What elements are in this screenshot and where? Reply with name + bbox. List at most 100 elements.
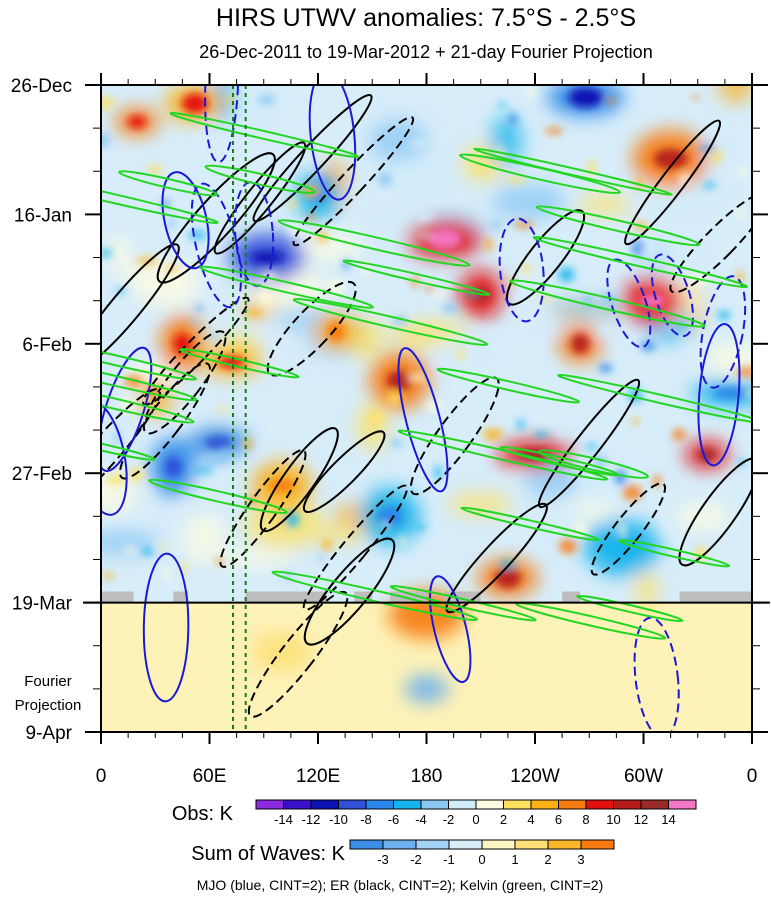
colorbar-swatch bbox=[365, 799, 394, 810]
colorbar-swatch bbox=[530, 799, 559, 810]
kelvin-contour bbox=[277, 219, 471, 267]
colorbar-tick-label: 14 bbox=[661, 812, 675, 827]
colorbar-tick-label: -14 bbox=[274, 812, 293, 827]
kelvin-contour bbox=[509, 279, 706, 328]
er-contour bbox=[537, 378, 641, 509]
y-tick-label: 9-Apr bbox=[26, 723, 73, 744]
field-speck bbox=[520, 273, 530, 278]
missing-data-band bbox=[390, 591, 427, 603]
colorbar-swatch bbox=[448, 839, 483, 850]
field-speck bbox=[431, 292, 448, 298]
er-contour bbox=[266, 280, 357, 377]
er-contour bbox=[259, 427, 339, 533]
field-speck bbox=[308, 213, 315, 221]
y-tick-label: 27-Feb bbox=[12, 464, 72, 485]
colorbar-tick-label: 8 bbox=[582, 812, 589, 827]
x-tick-label: 120E bbox=[296, 766, 340, 787]
field-speck bbox=[520, 264, 532, 274]
anomaly-core bbox=[568, 87, 603, 108]
er-contour bbox=[142, 330, 227, 435]
x-tick-label: 0 bbox=[96, 766, 107, 787]
field-speck bbox=[415, 210, 433, 221]
anomaly-core bbox=[377, 506, 404, 527]
er-contour bbox=[252, 93, 373, 223]
kelvin-contour bbox=[204, 164, 316, 194]
field-speck bbox=[203, 455, 223, 466]
colorbar-tick-label: -4 bbox=[415, 812, 427, 827]
colorbar-swatch bbox=[382, 839, 417, 850]
field-speck bbox=[321, 539, 332, 552]
field-speck bbox=[736, 208, 746, 219]
kelvin-contour bbox=[458, 153, 622, 195]
kelvin-contour bbox=[342, 259, 491, 296]
field-speck bbox=[544, 127, 564, 135]
field-blob bbox=[435, 338, 488, 357]
projection-label-line2: Projection bbox=[15, 697, 82, 714]
colorbar-swatch bbox=[448, 799, 477, 810]
er-contour bbox=[302, 430, 386, 514]
wave-colorbar-label: Sum of Waves: K bbox=[191, 843, 345, 865]
field-speck bbox=[484, 238, 493, 251]
field-speck bbox=[284, 511, 300, 528]
field-speck bbox=[417, 233, 434, 239]
mjo-contour bbox=[498, 217, 545, 323]
field-speck bbox=[622, 485, 642, 501]
colorbar-tick-label: -1 bbox=[443, 852, 455, 867]
field-speck bbox=[139, 547, 155, 556]
mjo-contour bbox=[633, 616, 680, 732]
field-speck bbox=[656, 215, 673, 224]
colorbar-swatch bbox=[310, 799, 339, 810]
field-speck bbox=[257, 94, 276, 106]
colorbar-swatch bbox=[255, 799, 284, 810]
missing-data-band bbox=[354, 591, 373, 603]
missing-data-band bbox=[562, 591, 581, 603]
y-tick-label: 16-Jan bbox=[14, 205, 72, 226]
field-speck bbox=[101, 133, 112, 148]
field-speck bbox=[618, 523, 627, 537]
kelvin-contour bbox=[271, 570, 478, 621]
colorbar-swatch bbox=[585, 799, 614, 810]
anomaly-core bbox=[250, 251, 285, 264]
anomaly-core bbox=[205, 436, 232, 449]
colorbar-swatch bbox=[349, 839, 384, 850]
chart-title: HIRS UTWV anomalies: 7.5°S - 2.5°S bbox=[216, 4, 636, 32]
x-tick-label: 60W bbox=[624, 766, 663, 787]
obs-colorbar: Obs: K -14 -12 -10 -8 -6 -4 -2 0 2 4 6 8 10 12 14 bbox=[172, 799, 697, 827]
kelvin-contour bbox=[557, 373, 752, 424]
er-contour bbox=[669, 191, 752, 294]
kelvin-contour bbox=[460, 506, 601, 542]
field-speck bbox=[157, 537, 168, 548]
colorbar-swatch bbox=[481, 839, 516, 850]
x-tick-label: 180 bbox=[411, 766, 443, 787]
field-speck bbox=[426, 285, 434, 293]
colorbar-swatch bbox=[338, 799, 367, 810]
colorbar-swatch bbox=[640, 799, 669, 810]
axes: 0 60E 120E 180 120W 60W 0 26-Dec 16-Jan 6-Feb 27-F… bbox=[11, 73, 768, 787]
colorbar-tick-label: 12 bbox=[634, 812, 648, 827]
contour-legend-caption: MJO (blue, CINT=2); ER (black, CINT=2); … bbox=[197, 877, 604, 893]
missing-data-band bbox=[679, 591, 752, 603]
colorbar-swatch bbox=[475, 799, 504, 810]
anomaly-core bbox=[327, 321, 346, 342]
field-speck bbox=[691, 95, 700, 100]
field-speck bbox=[103, 572, 114, 579]
kelvin-contour bbox=[179, 348, 300, 379]
wave-contours bbox=[101, 85, 752, 732]
field-speck bbox=[527, 85, 535, 101]
field-speck bbox=[123, 547, 137, 554]
field-speck bbox=[640, 341, 656, 352]
colorbar-swatch bbox=[547, 839, 582, 850]
field-speck bbox=[516, 419, 525, 430]
field-blob bbox=[448, 493, 513, 516]
field-speck bbox=[558, 266, 575, 283]
field-blob bbox=[107, 235, 132, 271]
field-speck bbox=[146, 165, 165, 174]
field-speck bbox=[101, 249, 113, 258]
field-speck bbox=[698, 145, 717, 152]
anomaly-core bbox=[604, 537, 639, 558]
field-speck bbox=[407, 374, 427, 382]
field-speck bbox=[180, 562, 188, 572]
anomaly-core bbox=[713, 387, 748, 400]
er-contour bbox=[302, 484, 409, 611]
